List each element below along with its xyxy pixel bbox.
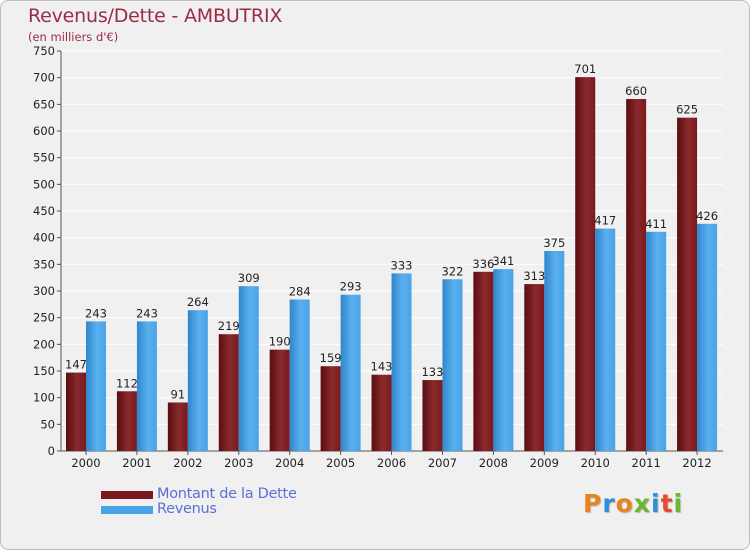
data-label-revenue: 309 [238,271,260,285]
logo-letter: o [615,489,634,518]
x-tick-label: 2001 [122,456,151,470]
data-label-revenue: 322 [441,264,463,278]
data-label-debt: 701 [574,62,596,76]
bar-revenue [289,299,310,451]
logo-letter: i [673,489,684,518]
bar-revenue [442,279,463,451]
data-label-revenue: 333 [391,258,413,272]
y-tick-label: 250 [33,311,55,325]
y-tick-label: 750 [33,44,55,58]
x-tick-label: 2006 [377,456,406,470]
y-tick-label: 50 [40,417,55,431]
logo-letter: t [660,489,674,518]
chart-subtitle: (en milliers d'€) [28,30,119,44]
bar-debt [116,391,137,451]
data-label-revenue: 375 [543,236,565,250]
data-label-revenue: 426 [696,209,718,223]
bar-revenue [697,223,718,451]
data-label-revenue: 284 [289,285,311,299]
y-tick-label: 600 [33,124,55,138]
y-tick-label: 0 [48,444,55,458]
legend-label-revenue: Revenus [157,501,217,517]
x-tick-label: 2010 [581,456,610,470]
y-tick-label: 450 [33,204,55,218]
bar-revenue [595,228,616,451]
logo-letter: x [633,489,651,518]
data-label-debt: 625 [676,103,698,117]
x-tick-label: 2004 [275,456,304,470]
data-label-debt: 91 [171,387,186,401]
y-tick-label: 150 [33,364,55,378]
y-tick-label: 500 [33,177,55,191]
bar-debt [66,372,86,451]
x-tick-label: 2009 [530,456,559,470]
data-label-debt: 112 [116,376,138,390]
x-tick-label: 2007 [428,456,457,470]
x-tick-label: 2012 [682,456,711,470]
legend-swatch-revenue [101,506,153,514]
y-tick-label: 100 [33,391,55,405]
data-label-debt: 219 [218,319,240,333]
data-label-revenue: 243 [85,306,107,320]
data-label-debt: 313 [523,269,545,283]
y-tick-label: 700 [33,71,55,85]
x-tick-label: 2003 [224,456,253,470]
data-label-revenue: 417 [594,214,616,228]
data-label-revenue: 293 [340,280,362,294]
bar-debt [626,99,647,451]
x-tick-label: 2000 [71,456,100,470]
legend-label-debt: Montant de la Dette [157,486,297,502]
data-label-revenue: 411 [645,217,667,231]
bar-debt [218,334,239,451]
data-label-debt: 660 [625,84,647,98]
bar-debt [422,380,443,451]
bar-revenue [340,294,361,451]
logo-letter: P [583,489,603,518]
x-tick-label: 2008 [479,456,508,470]
y-tick-label: 350 [33,257,55,271]
data-label-debt: 190 [269,335,291,349]
legend-swatch-debt [101,491,153,499]
data-label-debt: 147 [65,358,87,372]
data-label-debt: 143 [371,360,393,374]
y-tick-label: 300 [33,284,55,298]
bar-debt [473,271,494,451]
proxiti-logo: Proxiti [583,489,683,518]
bar-revenue [86,321,106,451]
bar-debt [575,77,596,451]
bar-revenue [646,231,667,451]
y-tick-label: 550 [33,151,55,165]
data-label-debt: 159 [320,351,342,365]
logo-letter: i [651,489,661,518]
y-tick-label: 650 [33,97,55,111]
bar-debt [524,284,545,451]
data-label-debt: 336 [472,257,494,271]
logo-letter: r [602,489,616,518]
x-tick-label: 2002 [173,456,202,470]
bar-debt [269,349,290,451]
y-tick-label: 200 [33,337,55,351]
bar-debt [167,402,188,451]
x-tick-label: 2005 [326,456,355,470]
chart-title: Revenus/Dette - AMBUTRIX [28,5,283,27]
bar-debt [320,366,341,451]
y-tick-label: 400 [33,231,55,245]
data-label-revenue: 264 [187,295,209,309]
bar-revenue [136,321,157,451]
bar-revenue [238,286,259,451]
bar-debt [677,117,698,452]
data-label-revenue: 341 [492,254,514,268]
bar-revenue [544,251,565,451]
bar-revenue [187,310,208,451]
data-label-revenue: 243 [136,306,158,320]
x-tick-label: 2011 [632,456,661,470]
bar-revenue [391,273,412,451]
bar-debt [371,374,392,451]
data-label-debt: 133 [421,365,443,379]
bar-revenue [493,269,514,451]
